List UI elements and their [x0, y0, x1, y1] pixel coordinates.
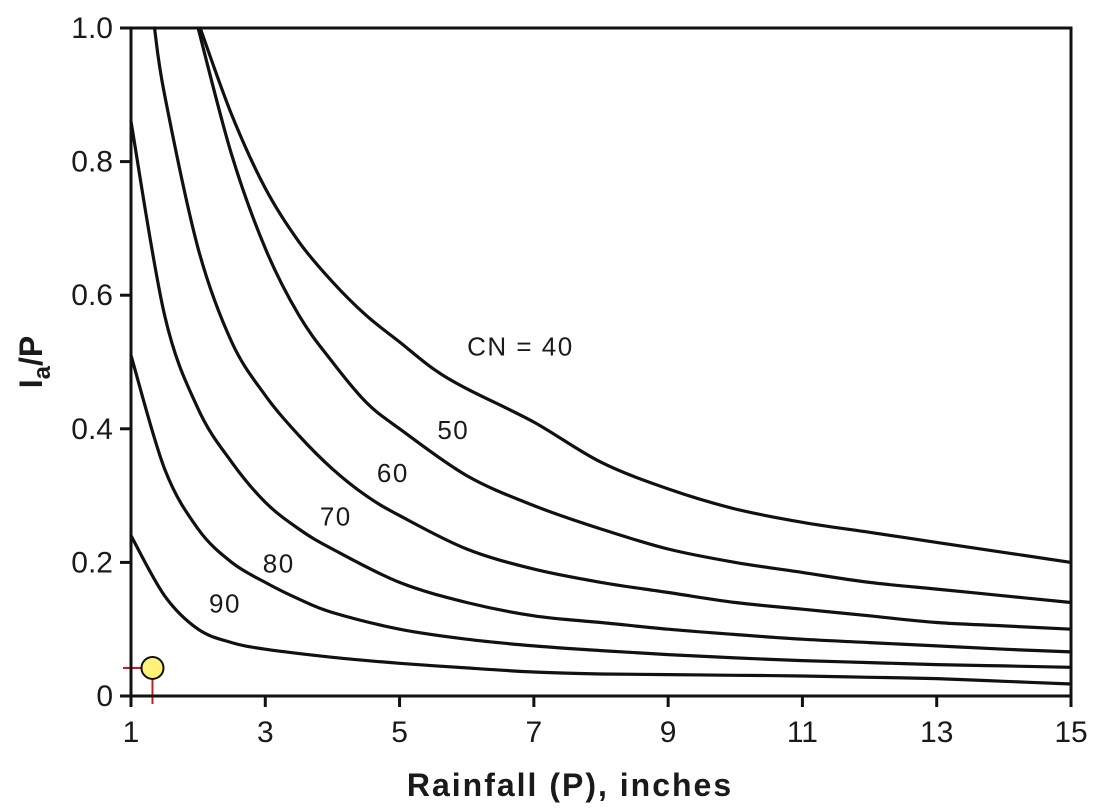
curve-label: 70: [320, 502, 352, 532]
x-tick-label: 7: [526, 716, 543, 749]
y-tick-label: 1.0: [71, 12, 113, 45]
curve-cn-40: [198, 26, 1073, 564]
x-tick-label: 3: [257, 716, 274, 749]
y-tick-label: 0.4: [71, 413, 113, 446]
curve-label: 90: [209, 589, 241, 619]
curve-cn-60: [152, 26, 1073, 631]
curve-cn-50: [196, 26, 1073, 605]
y-tick-label: 0.6: [71, 279, 113, 312]
curve-cn-80: [129, 353, 1073, 669]
x-tick-label: 5: [391, 716, 408, 749]
curve-label: 60: [377, 458, 409, 488]
plot-frame: [129, 26, 1073, 698]
curve-label: 80: [263, 548, 295, 578]
x-tick-label: 11: [787, 716, 818, 749]
x-axis-title: Rainfall (P), inches: [407, 767, 733, 803]
y-axis-title-sub: a: [29, 365, 56, 379]
curve-labels: CN = 40 50 60 70 80 90: [209, 331, 574, 619]
point-marker: [123, 655, 165, 704]
x-tick-label: 9: [660, 716, 677, 749]
y-axis: 0 0.2 0.4 0.6 0.8 1.0: [71, 12, 131, 713]
curve-label: 50: [437, 415, 469, 445]
y-axis-title-main: I: [13, 379, 49, 388]
x-axis: 1 3 5 7 9 11 13 15: [123, 696, 1088, 749]
curve-cn-70: [129, 119, 1073, 654]
marker-circle: [140, 655, 165, 680]
x-tick-label: 1: [123, 716, 140, 749]
y-axis-title-tail: /P: [13, 336, 49, 366]
y-tick-label: 0.8: [71, 146, 113, 179]
curves: [129, 26, 1073, 686]
y-tick-label: 0.2: [71, 546, 113, 579]
y-tick-label: 0: [96, 680, 113, 713]
y-axis-title: Ia/P: [13, 336, 56, 388]
curve-cn-90: [129, 534, 1073, 686]
x-tick-label: 15: [1054, 716, 1087, 749]
curve-label: CN = 40: [467, 331, 574, 361]
x-tick-label: 13: [920, 716, 953, 749]
